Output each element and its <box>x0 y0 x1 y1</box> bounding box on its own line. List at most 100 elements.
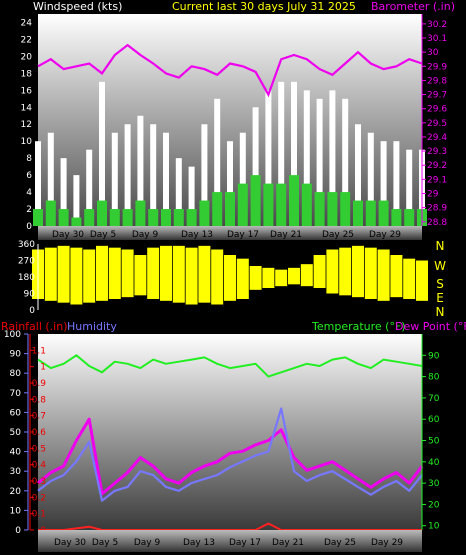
barometer-tick-label: 29.6 <box>427 105 447 115</box>
gust-bar <box>124 124 131 226</box>
avg-wind-bar <box>33 209 43 226</box>
x-tick-label: Day 21 <box>270 230 302 240</box>
direction-band <box>390 255 403 298</box>
barometer-tick-label: 29.8 <box>427 76 447 86</box>
avg-wind-bar <box>365 200 376 226</box>
rainfall-tick-label: 1 <box>40 363 46 373</box>
humidity-tick-label: 70 <box>10 389 22 399</box>
direction-band <box>211 249 224 305</box>
barometer-tick-label: 29.3 <box>427 147 447 157</box>
direction-band <box>70 247 83 305</box>
x-tick-label: Day 21 <box>272 538 304 548</box>
avg-wind-bar <box>276 183 287 226</box>
direction-band <box>416 260 428 301</box>
rainfall-tick-label: 0.4 <box>32 461 47 471</box>
direction-band <box>249 266 262 290</box>
direction-band <box>300 264 313 287</box>
date-strip-bottom <box>38 530 422 552</box>
direction-tick-label: 0 <box>29 306 35 316</box>
humidity-tick-label: 100 <box>4 330 21 340</box>
gust-bar <box>265 90 272 226</box>
direction-band <box>198 245 211 303</box>
windspeed-tick-label: 2 <box>26 205 32 215</box>
avg-wind-bar <box>353 200 363 226</box>
barometer-tick-label: 30.2 <box>427 20 447 30</box>
temperature-line <box>37 354 423 378</box>
x-tick-label: Day 30 <box>52 230 84 240</box>
avg-wind-bar <box>327 192 338 226</box>
avg-wind-bar <box>225 192 235 226</box>
compass-label: E <box>436 291 444 305</box>
rainfall-tick-label: 0.5 <box>32 444 46 454</box>
barometer-tick-label: 29 <box>427 189 439 199</box>
direction-band <box>134 255 147 296</box>
rainfall-tick-label: 0.7 <box>32 412 46 422</box>
windspeed-tick-label: 16 <box>21 86 33 96</box>
dewpoint-line <box>37 417 424 496</box>
temp-humidity-rain-panel: 0 0.1 0.2 0.3 0.4 0.5 0.6 0.7 0.8 0.9 1 1.1 0 10 20 30… <box>4 330 440 552</box>
gust-bar <box>60 158 67 226</box>
x-tick-label: Day 13 <box>181 230 213 240</box>
gust-bar <box>406 149 413 226</box>
windspeed-tick-label: 6 <box>26 171 32 181</box>
x-tick-label: Day 5 <box>90 230 116 240</box>
temperature-tick-label: 90 <box>428 351 440 361</box>
humidity-line <box>37 407 423 502</box>
barometer-tick-label: 30 <box>427 48 439 58</box>
barometer-tick-label: 29.1 <box>427 175 447 185</box>
gust-bar <box>201 124 208 226</box>
date-strip-top <box>38 226 422 240</box>
avg-wind-bar <box>237 183 248 226</box>
avg-wind-bar <box>148 209 159 226</box>
humidity-tick-label: 50 <box>10 428 22 438</box>
avg-wind-bar <box>186 209 197 226</box>
direction-band <box>275 269 288 287</box>
avg-wind-bar <box>122 209 133 226</box>
windspeed-tick-label: 12 <box>21 120 32 130</box>
gust-bar <box>393 141 400 226</box>
windspeed-tick-label: 8 <box>26 154 32 164</box>
direction-band <box>262 267 275 288</box>
avg-wind-bar <box>161 209 171 226</box>
direction-band <box>236 258 249 299</box>
gust-bar <box>73 175 80 226</box>
direction-band <box>83 249 96 303</box>
temperature-axis-ticks: 10 20 30 40 50 60 70 80 90 <box>421 334 440 532</box>
barometer-tick-label: 29.5 <box>427 119 447 129</box>
direction-band <box>44 247 57 301</box>
barometer-tick-label: 29.4 <box>427 133 447 143</box>
direction-band <box>313 255 326 288</box>
direction-band <box>326 249 339 294</box>
x-tick-label: Day 25 <box>324 538 356 548</box>
temperature-tick-label: 30 <box>428 479 440 489</box>
wind-barometer-marks <box>33 43 427 226</box>
x-axis-labels-top: Day 30 Day 5 Day 9 Day 13 Day 17 Day 21 Day 25… <box>52 230 401 240</box>
windspeed-tick-label: 4 <box>26 188 32 198</box>
temperature-axis-title: Temperature (°F) <box>311 320 406 333</box>
windspeed-axis-title: Windspeed (kts) <box>33 0 122 13</box>
direction-tick-label: 90 <box>24 290 36 300</box>
avg-wind-bar <box>378 200 389 226</box>
compass-label: W <box>434 259 446 273</box>
gust-bar <box>278 81 285 226</box>
temperature-tick-label: 60 <box>428 415 440 425</box>
direction-band <box>185 247 198 305</box>
x-tick-label: Day 9 <box>134 538 161 548</box>
avg-wind-bar <box>109 209 120 226</box>
avg-wind-bar <box>391 209 402 226</box>
humidity-tick-label: 20 <box>10 487 22 497</box>
direction-band <box>121 249 134 298</box>
direction-tick-label: 180 <box>18 273 35 283</box>
gust-bar <box>47 132 54 226</box>
gust-bar <box>111 132 118 226</box>
avg-wind-bar <box>250 175 261 226</box>
compass-label: N <box>436 305 445 319</box>
x-tick-label: Day 9 <box>132 230 159 240</box>
humidity-axis-ticks: 0 10 20 30 40 50 60 70 80 90 100 <box>4 330 29 536</box>
gust-bar <box>316 98 323 226</box>
avg-wind-bar <box>58 209 69 226</box>
